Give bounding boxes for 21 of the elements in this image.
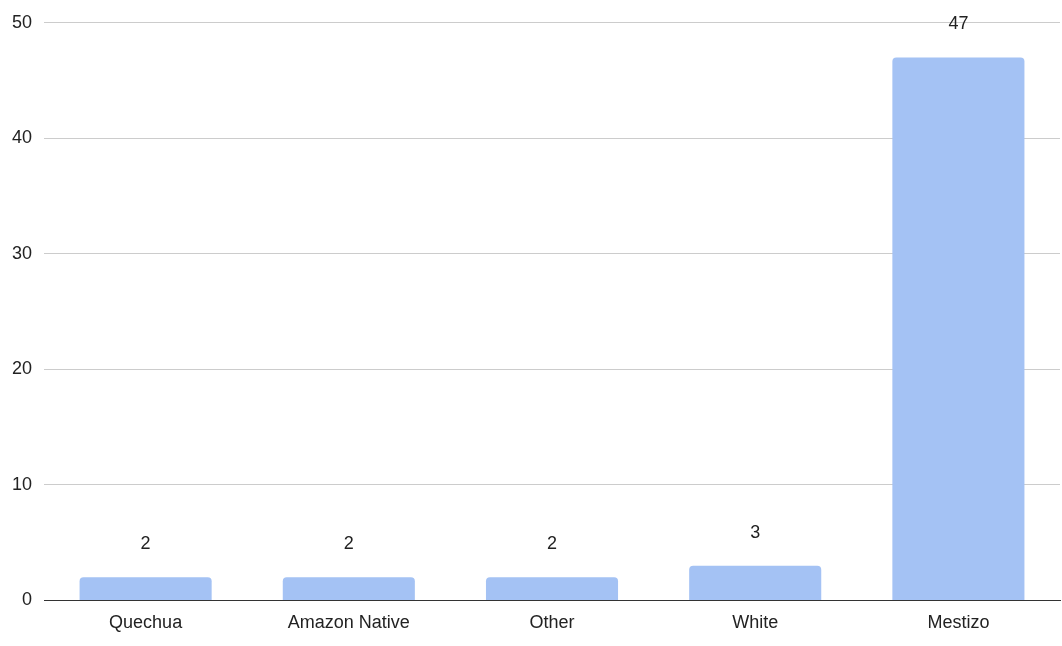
bar <box>892 57 1025 600</box>
bar <box>282 577 415 600</box>
y-tick-label: 40 <box>11 127 33 148</box>
x-tick-label: Other <box>529 612 575 633</box>
bar <box>79 577 212 600</box>
bar <box>485 577 619 600</box>
y-tick-label: 50 <box>11 11 33 32</box>
x-tick-label: Mestizo <box>927 612 990 633</box>
y-tick-label: 30 <box>11 242 33 263</box>
x-tick-label: Quechua <box>109 612 184 633</box>
y-tick-label: 0 <box>22 589 33 610</box>
y-tick-label: 20 <box>11 358 33 379</box>
x-tick-label: White <box>732 612 779 633</box>
bar <box>689 565 822 600</box>
data-label: 2 <box>140 533 151 554</box>
data-label: 2 <box>343 533 354 554</box>
data-label: 47 <box>948 13 969 34</box>
y-tick-label: 10 <box>11 473 33 494</box>
data-label: 2 <box>547 533 558 554</box>
data-label: 3 <box>750 521 761 542</box>
x-tick-label: Amazon Native <box>287 612 410 633</box>
